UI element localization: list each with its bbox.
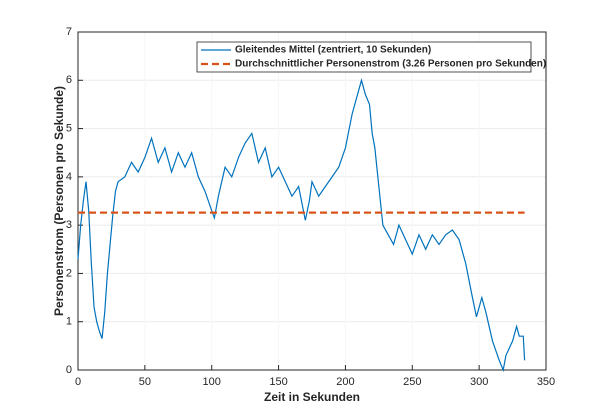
x-tick-label: 350: [537, 376, 555, 388]
legend-label: Durchschnittlicher Personenstrom (3.26 P…: [235, 59, 546, 70]
data-line: [77, 78, 526, 373]
y-tick-label: 4: [66, 171, 72, 183]
legend-box: [196, 41, 532, 73]
x-tick-label: 300: [470, 376, 488, 388]
y-tick-label: 6: [66, 74, 72, 86]
y-axis-label: Personenstrom (Personen pro Sekunde): [52, 86, 66, 316]
x-tick-label: 0: [75, 376, 81, 388]
plot-frame: [77, 31, 547, 371]
x-tick-label: 250: [403, 376, 421, 388]
x-tick-label: 50: [139, 376, 151, 388]
legend-label: Gleitendes Mittel (zentriert, 10 Sekunde…: [235, 45, 431, 56]
x-tick-label: 100: [203, 376, 221, 388]
y-tick-label: 5: [66, 122, 72, 134]
y-tick-label: 1: [66, 316, 72, 328]
x-tick-label: 150: [269, 376, 287, 388]
x-axis-label: Zeit in Sekunden: [264, 390, 360, 404]
y-tick-label: 0: [66, 364, 72, 376]
y-tick-label: 2: [66, 267, 72, 279]
y-tick-label: 3: [66, 219, 72, 231]
y-tick-label: 7: [66, 26, 72, 38]
x-tick-label: 200: [336, 376, 354, 388]
